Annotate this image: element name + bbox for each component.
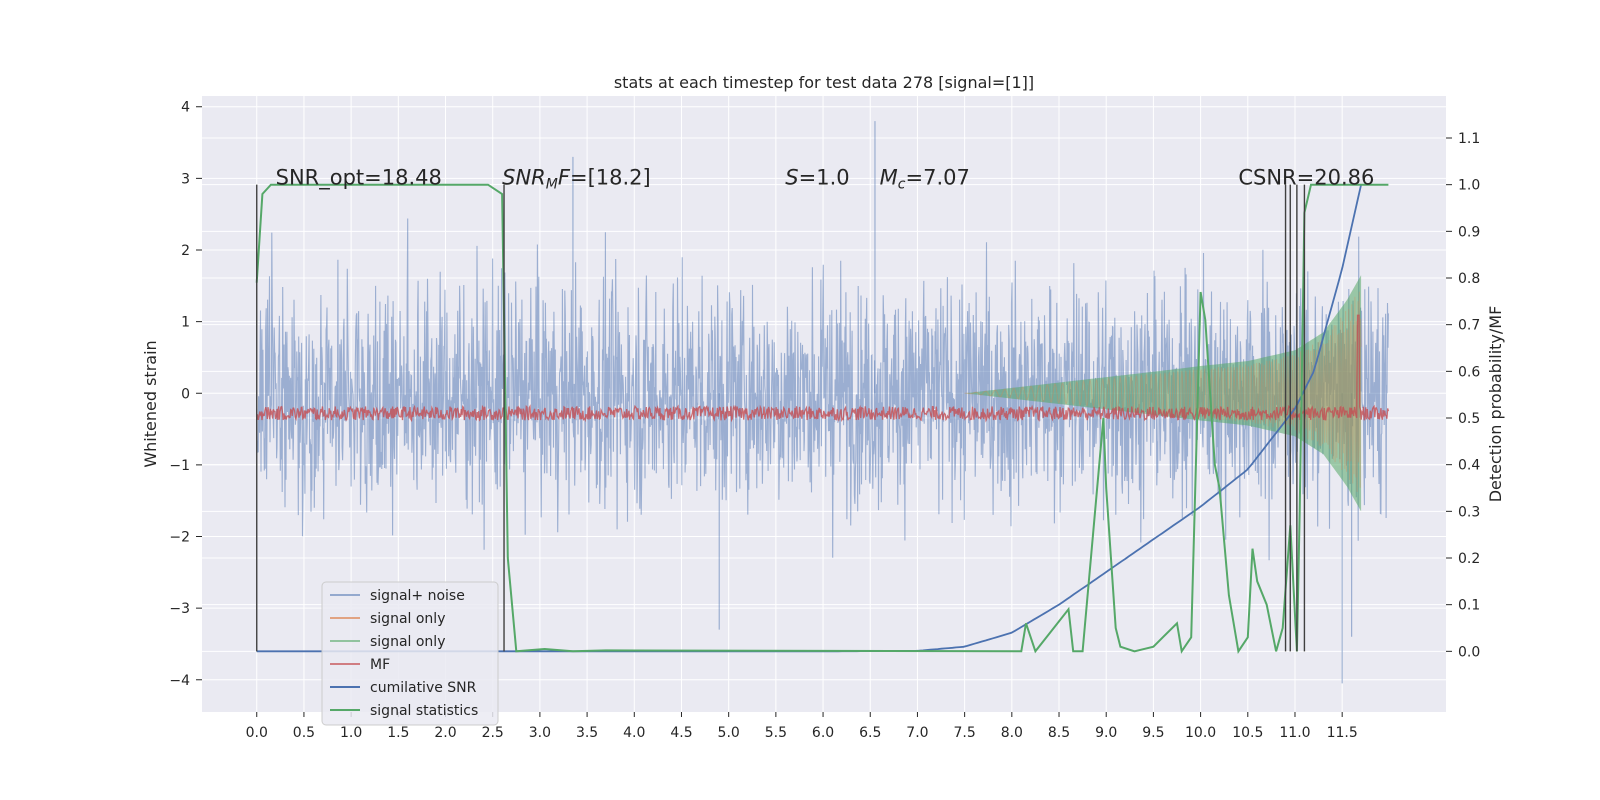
x-tick-label: 7.5: [954, 725, 976, 741]
x-tick-label: 0.0: [246, 725, 268, 741]
legend-item: signal statistics: [330, 703, 478, 719]
y2-tick-label: 0.4: [1458, 458, 1480, 474]
y-tick-label: 4: [181, 100, 190, 116]
x-tick-label: 3.0: [529, 725, 551, 741]
y2-tick-label: 0.2: [1458, 551, 1480, 567]
x-tick-label: 5.5: [765, 725, 787, 741]
x-tick-label: 9.0: [1095, 725, 1117, 741]
y2-tick-label: 0.6: [1458, 364, 1480, 380]
x-tick-label: 4.5: [670, 725, 692, 741]
y2-tick-label: 0.8: [1458, 271, 1480, 287]
x-tick-label: 7.0: [906, 725, 928, 741]
x-tick-label: 10.5: [1232, 725, 1263, 741]
legend-label: signal statistics: [370, 703, 478, 719]
legend-item: MF: [330, 657, 390, 673]
x-tick-label: 4.0: [623, 725, 645, 741]
y-tick-label: −1: [169, 458, 190, 474]
y-tick-label: −4: [169, 673, 190, 689]
y-tick-label: −2: [169, 530, 190, 546]
mf-line: [256, 314, 1390, 423]
x-tick-label: 11.0: [1279, 725, 1310, 741]
x-tick-label: 2.0: [434, 725, 456, 741]
x-tick-label: 10.0: [1185, 725, 1216, 741]
x-tick-label: 1.5: [387, 725, 409, 741]
y-tick-label: −3: [169, 601, 190, 617]
y2-tick-label: 1.1: [1458, 131, 1480, 147]
legend-label: signal+ noise: [370, 588, 465, 604]
chart-title: stats at each timestep for test data 278…: [614, 73, 1034, 92]
x-tick-label: 6.5: [859, 725, 881, 741]
legend-box: [321, 581, 499, 726]
legend-item: signal only: [330, 634, 445, 650]
annotation-text: CSNR=20.86: [1238, 166, 1374, 190]
legend-label: MF: [370, 657, 390, 673]
x-tick-label: 2.5: [482, 725, 504, 741]
x-axis-ticks: 0.0 0.5 1.0 1.5 2.0 2.5 3.0 3.5 4.0 4.5 5.0 5.5 6.0 6…: [246, 712, 1358, 741]
x-tick-label: 3.5: [576, 725, 598, 741]
legend: signal+ noise signal only signal only MF…: [321, 581, 499, 726]
y-tick-label: 0: [181, 386, 190, 402]
x-tick-label: 8.5: [1048, 725, 1070, 741]
annotation-text: Mc=7.07: [880, 166, 970, 193]
y-tick-label: 2: [181, 243, 190, 259]
y2-tick-label: 0.3: [1458, 504, 1480, 520]
annotation-text: SNRMF=[18.2]: [502, 166, 651, 193]
x-tick-label: 11.5: [1327, 725, 1358, 741]
legend-label: cumilative SNR: [370, 680, 477, 696]
y2-tick-label: 0.0: [1458, 644, 1480, 660]
x-tick-label: 6.0: [812, 725, 834, 741]
y2-tick-label: 0.1: [1458, 598, 1480, 614]
signal-statistics-line: [255, 183, 1389, 654]
y-tick-label: 1: [181, 315, 190, 331]
y-axis-ticks: −4 −3 −2 −1 0 1 2 3 4: [169, 100, 202, 689]
annotation-text: S=1.0: [785, 166, 849, 190]
x-tick-label: 5.0: [718, 725, 740, 741]
x-tick-label: 8.0: [1001, 725, 1023, 741]
y-tick-label: 3: [181, 171, 190, 187]
vertical-markers: [256, 184, 1306, 652]
legend-label: signal only: [370, 634, 445, 650]
y-axis-label: Whitened strain: [141, 340, 160, 467]
legend-item: cumilative SNR: [330, 680, 477, 696]
y2-tick-label: 0.7: [1458, 318, 1480, 334]
y2-axis-ticks: 0.0 0.1 0.2 0.3 0.4 0.5 0.6 0.7 0.8 0.9 1.0 1.1: [1446, 131, 1480, 660]
x-tick-label: 1.0: [340, 725, 362, 741]
y2-tick-label: 0.5: [1458, 411, 1480, 427]
annotation-text: SNR_opt=18.48: [276, 166, 442, 191]
y2-axis-label: Detection probability/MF: [1486, 306, 1505, 503]
y2-tick-label: 1.0: [1458, 178, 1480, 194]
legend-label: signal only: [370, 611, 445, 627]
chirp-envelope: [964, 275, 1362, 512]
legend-item: signal only: [330, 611, 445, 627]
x-tick-label: 9.5: [1142, 725, 1164, 741]
x-tick-label: 0.5: [293, 725, 315, 741]
y2-tick-label: 0.9: [1458, 224, 1480, 240]
legend-item: signal+ noise: [330, 588, 465, 604]
annotations: SNR_opt=18.48 SNRMF=[18.2] S=1.0 Mc=7.07 CSN…: [276, 166, 1375, 193]
